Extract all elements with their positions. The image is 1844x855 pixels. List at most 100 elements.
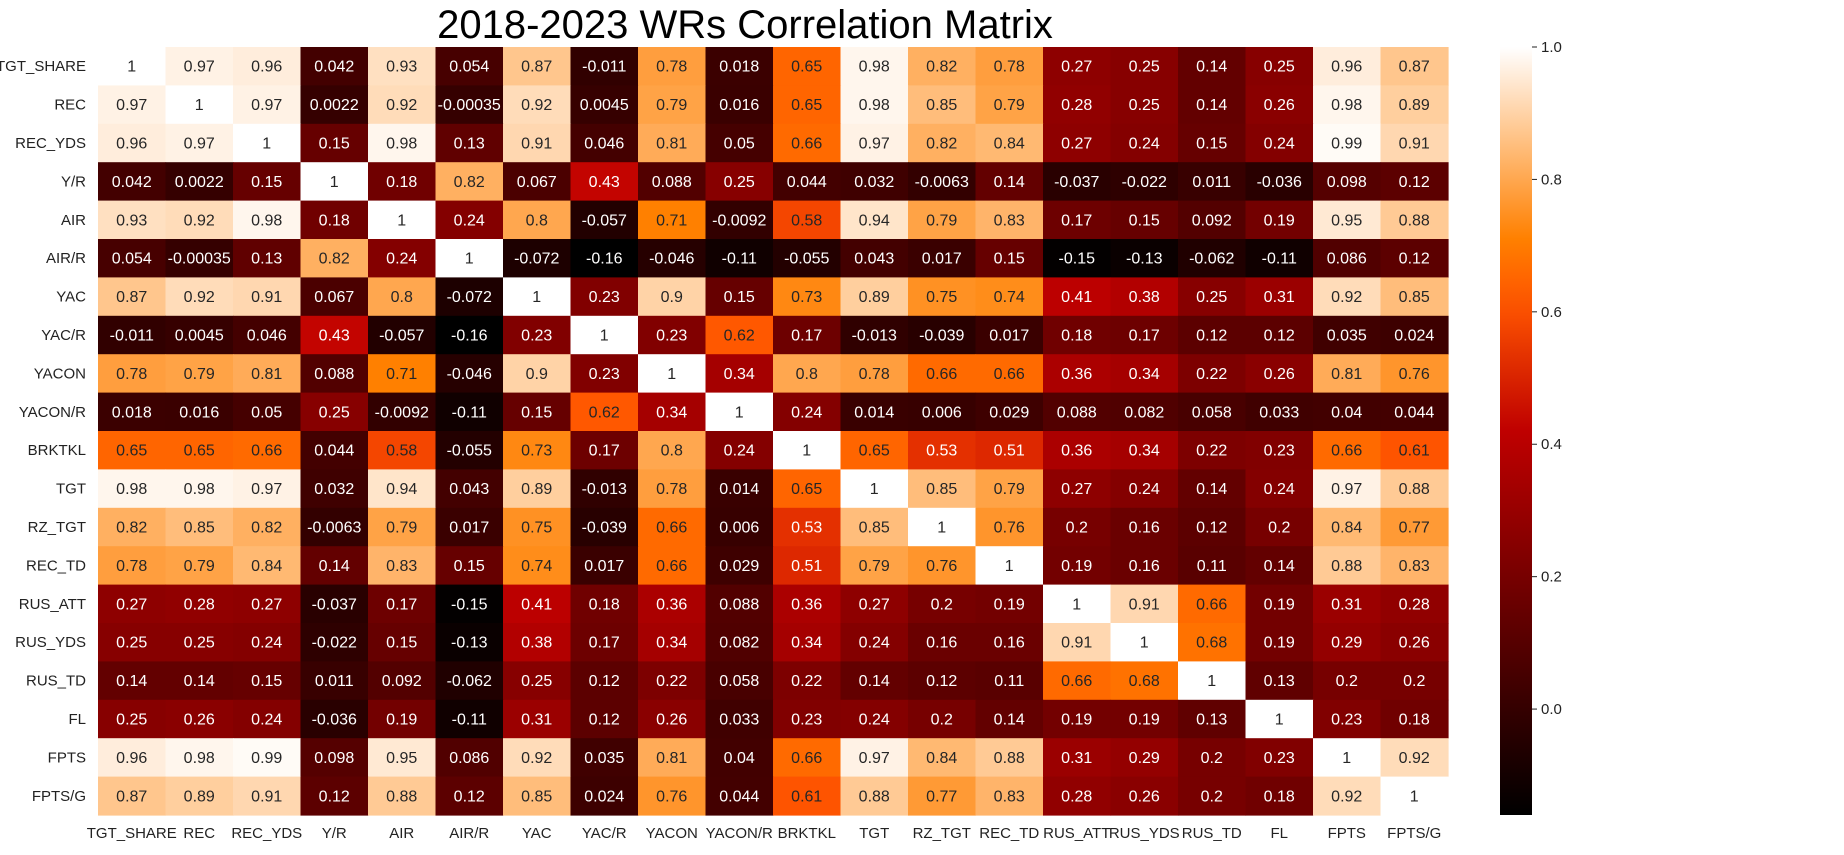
heatmap-cell <box>165 162 234 202</box>
heatmap-cell-value: 0.23 <box>589 289 620 306</box>
heatmap-cell <box>773 623 842 662</box>
heatmap-cell <box>98 200 167 240</box>
heatmap-cell <box>368 507 437 547</box>
heatmap-cell-value: 0.79 <box>656 97 687 114</box>
heatmap-cell <box>638 85 707 125</box>
heatmap-cell <box>570 123 639 163</box>
heatmap-cell <box>1178 354 1247 394</box>
heatmap-cell-value: 0.79 <box>926 212 957 229</box>
heatmap-cell-value: 0.93 <box>386 59 417 76</box>
y-tick-label: TGT_SHARE <box>0 58 86 75</box>
heatmap-cell <box>165 239 234 278</box>
heatmap-cell <box>300 239 369 278</box>
heatmap-cell <box>705 47 774 86</box>
heatmap-cell <box>233 200 302 240</box>
heatmap-cell-value: 0.25 <box>521 673 552 690</box>
heatmap-cell-value: 0.25 <box>319 404 350 421</box>
heatmap-cell <box>908 277 977 317</box>
heatmap-cell <box>705 738 774 778</box>
heatmap-cell <box>1043 661 1112 701</box>
heatmap-cell <box>503 123 572 163</box>
y-tick-label: REC <box>54 97 86 114</box>
heatmap-cell-value: 0.91 <box>1061 635 1092 652</box>
heatmap-cell <box>1043 469 1112 509</box>
heatmap-cell <box>503 162 572 202</box>
heatmap-cell-value: 0.035 <box>584 750 624 767</box>
heatmap-cell <box>1313 776 1382 816</box>
heatmap-cell <box>1313 85 1382 125</box>
heatmap-cell-value: 0.086 <box>1327 251 1367 268</box>
heatmap-cell <box>773 469 842 509</box>
heatmap-cell-value: 0.98 <box>859 97 890 114</box>
heatmap-cell <box>638 469 707 509</box>
heatmap-cell-value: -0.11 <box>722 251 757 268</box>
colorbar: 0.0 0.2 0.4 0.6 0.8 1.0 <box>1500 39 1562 815</box>
heatmap-cell-value: 0.14 <box>1196 59 1227 76</box>
heatmap-cell <box>435 661 504 701</box>
heatmap-cell <box>1380 162 1449 202</box>
heatmap-cell <box>1313 584 1382 624</box>
heatmap-cell-value: 0.78 <box>116 558 147 575</box>
heatmap-cell <box>1178 661 1247 701</box>
heatmap-cell <box>975 507 1044 547</box>
heatmap-cell <box>908 315 977 355</box>
heatmap-cell <box>1380 661 1449 701</box>
heatmap-cell <box>503 239 572 278</box>
heatmap-cell-value: 0.9 <box>661 289 683 306</box>
x-tick-label: TGT_SHARE <box>87 825 177 842</box>
heatmap-cell <box>638 392 707 432</box>
heatmap-cell-value: 0.82 <box>116 520 147 537</box>
heatmap-cell <box>1110 239 1179 278</box>
heatmap-cell <box>1178 699 1247 739</box>
heatmap-cell-value: 0.77 <box>926 788 957 805</box>
heatmap-cell <box>705 239 774 278</box>
heatmap-cell <box>1380 623 1449 662</box>
heatmap-cell-value: 0.41 <box>1061 289 1092 306</box>
heatmap-cell-value: 0.2 <box>1201 788 1223 805</box>
heatmap-cell-value: 0.34 <box>656 404 687 421</box>
heatmap-cell <box>368 354 437 394</box>
heatmap-cell-value: 0.84 <box>1331 520 1362 537</box>
heatmap-cell-value: -0.046 <box>447 366 492 383</box>
heatmap-cell-value: 0.17 <box>386 596 417 613</box>
heatmap-cell <box>435 354 504 394</box>
heatmap-cell-value: 0.082 <box>1124 404 1164 421</box>
heatmap-cell-value: 0.12 <box>454 788 485 805</box>
heatmap-cell-value: 0.0045 <box>580 97 629 114</box>
heatmap-cell-value: 0.14 <box>859 673 890 690</box>
heatmap-cell <box>570 507 639 547</box>
heatmap-cell-value: 0.92 <box>184 289 215 306</box>
heatmap-cell <box>840 699 909 739</box>
heatmap-cell-value: 0.18 <box>1399 712 1430 729</box>
heatmap-cell-value: 0.84 <box>994 136 1025 153</box>
heatmap-cell <box>773 239 842 278</box>
heatmap-cell-value: 0.14 <box>1196 481 1227 498</box>
heatmap-cell <box>435 431 504 470</box>
heatmap-cell-value: 0.98 <box>184 481 215 498</box>
heatmap-cell-value: 0.12 <box>926 673 957 690</box>
colorbar-tick-label: 0.6 <box>1541 304 1562 321</box>
heatmap-cell <box>368 123 437 163</box>
heatmap-cell-value: 0.24 <box>859 635 890 652</box>
heatmap-cell-value: 0.082 <box>719 635 759 652</box>
heatmap-cell-value: 0.98 <box>386 136 417 153</box>
heatmap-cell <box>570 738 639 778</box>
heatmap-cell <box>503 469 572 509</box>
heatmap-cell <box>300 315 369 355</box>
heatmap-cell-value: 1 <box>1072 596 1081 613</box>
heatmap-cell <box>98 85 167 125</box>
heatmap-cell-value: 0.16 <box>1129 520 1160 537</box>
heatmap-cell <box>1380 200 1449 240</box>
heatmap-cell <box>1245 277 1314 317</box>
heatmap-cell-value: 0.12 <box>1196 328 1227 345</box>
heatmap-cell-value: 0.23 <box>1264 443 1295 460</box>
heatmap-cell-value: -0.0063 <box>915 174 969 191</box>
heatmap-cell <box>975 699 1044 739</box>
heatmap-cell <box>840 315 909 355</box>
heatmap-cell <box>1313 200 1382 240</box>
heatmap-cell-value: 0.2 <box>931 596 953 613</box>
heatmap-cell-value: -0.022 <box>1122 174 1167 191</box>
heatmap-cell-value: 0.24 <box>1264 481 1295 498</box>
heatmap-cell <box>300 738 369 778</box>
heatmap-cell-value: 0.61 <box>791 788 822 805</box>
